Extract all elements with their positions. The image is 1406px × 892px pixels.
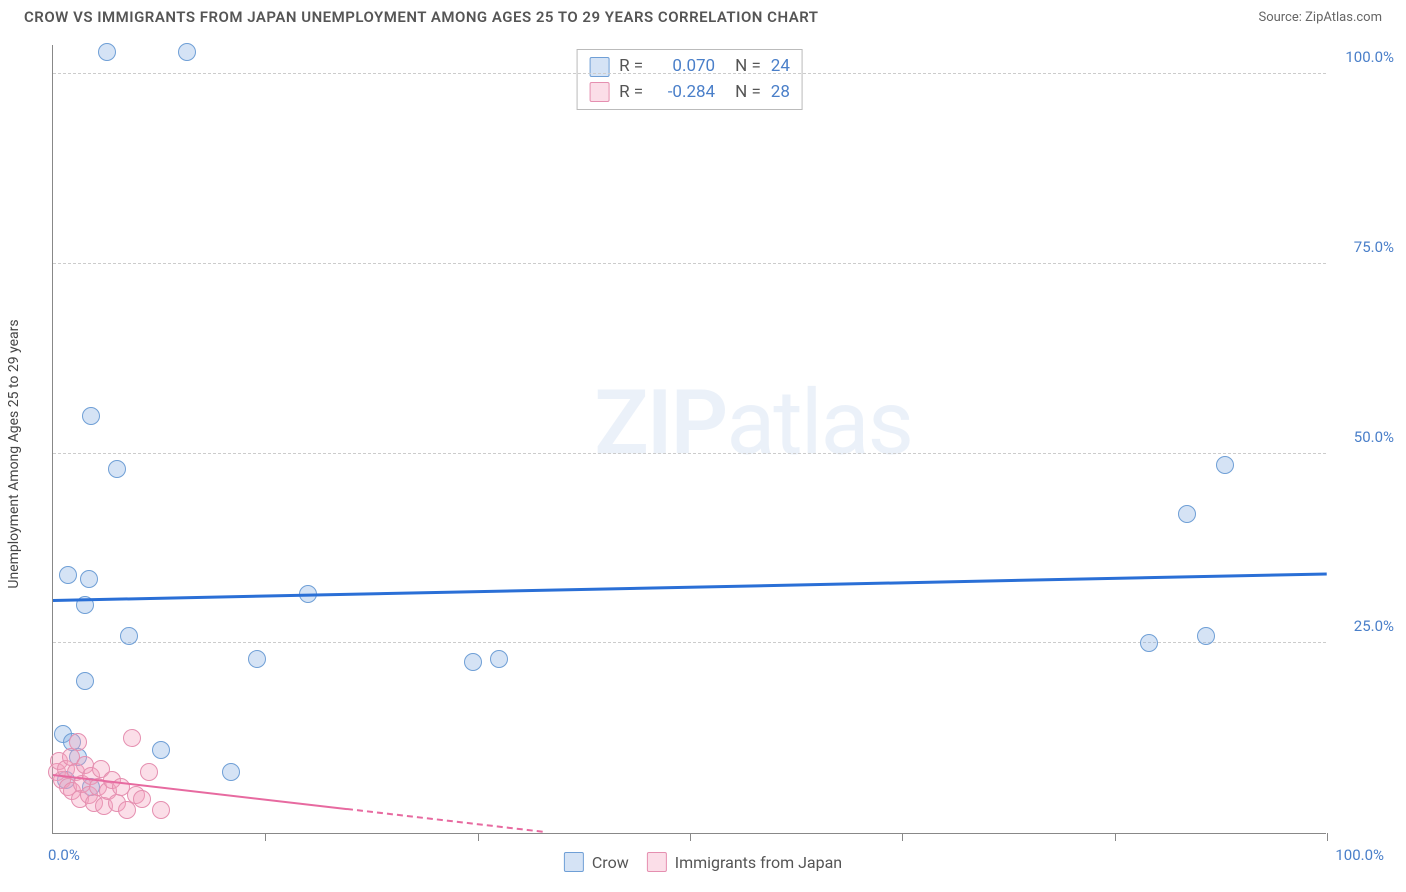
correlation-legend: R = 0.070 N = 24 R = -0.284 N = 28 [576, 49, 803, 110]
data-point [490, 650, 508, 668]
data-point [152, 741, 170, 759]
trend-line-dash [347, 808, 543, 833]
r-value: 0.070 [653, 54, 715, 80]
n-label: N = [735, 54, 761, 80]
x-tick-mark [1327, 833, 1328, 841]
x-tick-max: 100.0% [1335, 846, 1384, 864]
data-point [248, 650, 266, 668]
data-point [59, 566, 77, 584]
legend-item: Immigrants from Japan [647, 852, 842, 872]
chart-title: CROW VS IMMIGRANTS FROM JAPAN UNEMPLOYME… [24, 8, 819, 26]
gridline [53, 642, 1326, 643]
data-point [222, 763, 240, 781]
r-value: -0.284 [653, 80, 715, 106]
legend-swatch [647, 852, 667, 872]
y-axis-label: Unemployment Among Ages 25 to 29 years [6, 319, 22, 588]
x-tick-mark [265, 833, 266, 841]
x-tick-min: 0.0% [48, 846, 80, 864]
y-tick-label: 50.0% [1354, 428, 1394, 446]
data-point [118, 801, 136, 819]
r-label: R = [619, 54, 643, 80]
n-value: 24 [771, 54, 790, 80]
data-point [1178, 505, 1196, 523]
chart-plot-area: ZIPatlas R = 0.070 N = 24 R = -0.284 N = 28 [52, 45, 1326, 834]
data-point [108, 460, 126, 478]
watermark: ZIPatlas [594, 371, 912, 476]
legend-swatch [564, 852, 584, 872]
x-tick-mark [1115, 833, 1116, 841]
data-point [69, 733, 87, 751]
legend-label: Immigrants from Japan [675, 853, 842, 872]
data-point [1216, 456, 1234, 474]
data-point [98, 43, 116, 61]
data-point [178, 43, 196, 61]
n-label: N = [735, 80, 761, 106]
legend-stat-row: R = -0.284 N = 28 [589, 80, 790, 106]
source-label: Source: ZipAtlas.com [1258, 10, 1382, 25]
x-tick-mark [478, 833, 479, 841]
legend-label: Crow [592, 853, 629, 872]
series-legend: Crow Immigrants from Japan [564, 852, 842, 872]
y-tick-label: 75.0% [1354, 238, 1394, 256]
data-point [120, 627, 138, 645]
data-point [1197, 627, 1215, 645]
gridline [53, 263, 1326, 264]
gridline [53, 453, 1326, 454]
legend-swatch [589, 82, 609, 102]
y-tick-label: 25.0% [1354, 617, 1394, 635]
data-point [82, 407, 100, 425]
trend-line [53, 573, 1327, 602]
data-point [1140, 634, 1158, 652]
x-tick-mark [902, 833, 903, 841]
data-point [123, 729, 141, 747]
data-point [152, 801, 170, 819]
data-point [76, 672, 94, 690]
legend-item: Crow [564, 852, 629, 872]
data-point [133, 790, 151, 808]
legend-stat-row: R = 0.070 N = 24 [589, 54, 790, 80]
y-tick-label: 100.0% [1345, 48, 1394, 66]
data-point [464, 653, 482, 671]
gridline [53, 73, 1326, 74]
r-label: R = [619, 80, 643, 106]
n-value: 28 [771, 80, 790, 106]
data-point [140, 763, 158, 781]
data-point [80, 570, 98, 588]
x-tick-mark [690, 833, 691, 841]
